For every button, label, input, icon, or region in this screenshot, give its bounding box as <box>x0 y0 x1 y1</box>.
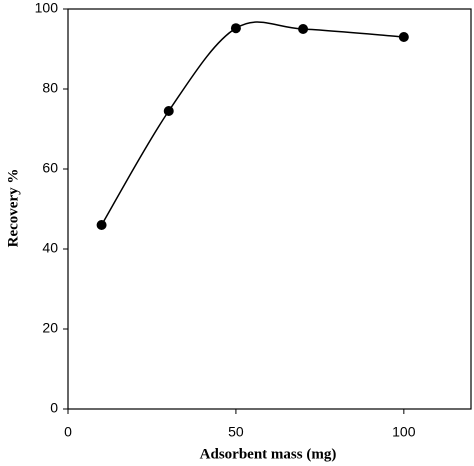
point <box>398 32 409 42</box>
x-tick-label: 100 <box>392 424 416 440</box>
point <box>163 106 174 116</box>
y-tick-label: 0 <box>50 400 58 416</box>
y-tick-label: 80 <box>42 80 58 96</box>
y-tick-label: 40 <box>42 240 58 256</box>
line <box>100 21 404 226</box>
y-tick-label: 100 <box>35 0 59 16</box>
point <box>230 23 241 34</box>
point <box>96 220 107 230</box>
y-axis-label: Recovery % <box>5 169 21 248</box>
plot-frame <box>67 8 472 410</box>
point <box>298 24 309 34</box>
x-tick-label: 0 <box>64 424 72 440</box>
y-tick-label: 20 <box>42 320 58 336</box>
y-tick-label: 60 <box>42 160 58 176</box>
x-axis-label: Adsorbent mass (mg) <box>200 446 337 462</box>
x-tick-label: 50 <box>228 424 244 440</box>
